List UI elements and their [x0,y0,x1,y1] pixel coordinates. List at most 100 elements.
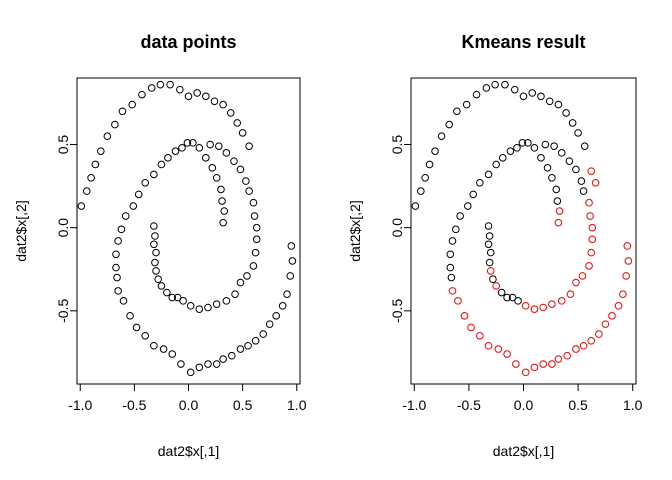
data-point [189,139,197,147]
data-point [411,202,420,210]
data-point [494,345,503,353]
data-point [557,149,566,157]
data-point [539,303,547,312]
data-point [524,139,532,147]
data-point [476,331,484,340]
data-point [128,100,137,109]
data-point [463,202,472,210]
data-point [230,157,238,165]
data-point [233,119,242,127]
data-point [252,235,261,244]
data-point [530,144,539,152]
data-point [157,282,166,290]
data-point [482,84,491,92]
chart-title: Kmeans result [461,32,585,52]
data-point [113,273,121,282]
data-point [486,248,495,257]
data-point [208,164,217,172]
data-point [528,89,537,97]
data-point [244,341,252,350]
data-point [484,240,493,249]
data-point [151,232,159,240]
x-tick-label: -1.0 [402,397,426,413]
data-point [545,97,554,106]
data-point [202,154,210,162]
data-point [489,275,497,284]
y-tick-label: 0.0 [389,218,405,238]
data-point [568,119,577,127]
data-point [212,173,221,182]
data-point [554,100,563,109]
data-point [132,323,141,332]
data-point [154,275,162,284]
data-point [445,120,454,129]
data-point [168,350,177,358]
data-point [552,185,561,194]
data-point [484,341,493,350]
x-tick-label: -1.0 [68,397,92,413]
plot-frame [76,77,301,385]
data-point [548,173,556,182]
data-point [152,267,160,275]
data-point [537,92,545,101]
data-point [539,360,547,368]
data-point [417,187,425,195]
data-point [250,212,259,220]
data-point [114,287,122,295]
data-point [601,320,610,328]
data-point [451,225,460,234]
data-point [485,258,494,267]
data-point [179,297,187,305]
data-point [595,330,603,338]
data-point [222,149,231,157]
data-point [178,144,186,152]
data-point [484,170,493,179]
data-point [572,278,580,287]
data-point [171,147,180,155]
data-point [537,154,545,162]
data-point [530,363,539,372]
data-point [622,272,630,280]
data-point [210,97,219,106]
data-point [623,242,632,250]
data-point [157,160,166,169]
data-point [228,351,236,360]
data-point [491,80,499,89]
data-point [586,212,594,220]
data-point [467,323,475,332]
data-point [554,218,563,227]
data-point [579,187,588,195]
data-point [219,355,227,363]
data-point [454,297,462,305]
x-axis-label: dat2$x[,1] [158,443,220,459]
data-point [118,107,127,116]
data-point [503,293,511,302]
data-point [114,237,122,245]
data-point [236,345,245,353]
data-point [579,341,588,350]
data-point [217,185,225,194]
data-point [421,173,429,182]
data-point [168,293,177,302]
data-point [431,147,439,155]
data-point [587,167,596,175]
data-point [219,100,227,109]
data-point [186,368,195,377]
data-point [129,202,138,210]
data-point [448,287,457,295]
data-point [195,363,204,372]
data-point [82,187,91,195]
data-point [195,144,204,152]
data-point [514,297,522,305]
data-point [259,330,267,338]
data-point [580,142,589,150]
data-point [513,144,521,152]
data-point [186,302,195,310]
data-point [543,164,552,172]
data-point [469,190,478,199]
y-tick-label: 0.5 [55,135,71,155]
data-point [486,267,495,275]
data-point [231,290,239,298]
data-point [519,92,528,101]
data-point [236,165,245,174]
